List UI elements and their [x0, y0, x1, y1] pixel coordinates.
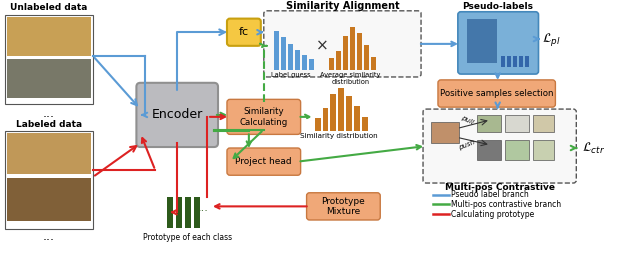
Text: Labeled data: Labeled data	[16, 120, 82, 129]
Bar	[5, 15, 93, 104]
Bar	[194, 197, 200, 228]
Bar	[167, 197, 173, 228]
Bar	[7, 178, 91, 221]
Bar	[477, 140, 500, 160]
Text: $\mathcal{L}_{pl}$: $\mathcal{L}_{pl}$	[543, 30, 561, 48]
Text: pull: pull	[460, 114, 474, 125]
FancyBboxPatch shape	[264, 11, 421, 77]
Bar	[185, 197, 191, 228]
FancyBboxPatch shape	[227, 148, 301, 175]
Bar	[281, 37, 285, 70]
Text: Prototype
Mixture: Prototype Mixture	[321, 197, 365, 216]
Bar	[355, 106, 360, 132]
Bar	[364, 45, 369, 70]
Bar	[330, 94, 337, 132]
Text: Multi-pos contrastive branch: Multi-pos contrastive branch	[451, 200, 561, 209]
Bar	[500, 56, 505, 67]
Bar	[308, 59, 314, 70]
Text: Project head: Project head	[236, 157, 292, 166]
Bar	[314, 118, 321, 132]
Bar	[330, 58, 335, 70]
Bar	[5, 132, 93, 229]
Text: Unlabeled data: Unlabeled data	[10, 3, 88, 12]
Bar	[7, 59, 91, 98]
FancyBboxPatch shape	[423, 109, 576, 183]
Bar	[339, 88, 344, 132]
Bar	[344, 36, 348, 70]
Bar	[477, 115, 500, 132]
Text: Similarity distribution: Similarity distribution	[300, 133, 377, 140]
FancyBboxPatch shape	[227, 19, 261, 46]
Bar	[176, 197, 182, 228]
Bar	[532, 140, 554, 160]
Text: Pseudo-labels: Pseudo-labels	[462, 2, 533, 11]
Bar	[294, 50, 300, 70]
Bar	[467, 19, 497, 63]
FancyBboxPatch shape	[227, 99, 301, 134]
Text: $\mathcal{L}_{ctr}$: $\mathcal{L}_{ctr}$	[582, 141, 605, 156]
Text: Calculating prototype: Calculating prototype	[451, 210, 534, 219]
Text: Positive samples selection: Positive samples selection	[440, 89, 554, 98]
FancyBboxPatch shape	[136, 83, 218, 147]
Bar	[507, 56, 511, 67]
Bar	[362, 117, 368, 132]
FancyBboxPatch shape	[458, 12, 538, 74]
Bar	[7, 17, 91, 56]
Bar	[518, 56, 523, 67]
Text: Multi-pos Contrastive: Multi-pos Contrastive	[445, 183, 555, 192]
Text: push: push	[458, 139, 476, 151]
Bar	[337, 51, 341, 70]
Text: Average similarity
distribution: Average similarity distribution	[320, 72, 381, 85]
Text: Label guess: Label guess	[271, 72, 310, 78]
Text: fc: fc	[239, 27, 249, 37]
Bar	[7, 133, 91, 174]
Bar	[323, 108, 328, 132]
Bar	[350, 27, 355, 70]
Text: Prototype of each class: Prototype of each class	[143, 233, 232, 242]
Text: ×: ×	[316, 38, 329, 53]
Text: ...: ...	[198, 203, 209, 213]
Bar	[274, 31, 279, 70]
FancyBboxPatch shape	[438, 80, 556, 107]
Bar	[505, 140, 529, 160]
Text: Encoder: Encoder	[152, 109, 203, 121]
Bar	[288, 44, 292, 70]
Text: Similarity Alignment: Similarity Alignment	[285, 1, 399, 11]
FancyBboxPatch shape	[307, 193, 380, 220]
Bar	[346, 97, 353, 132]
Bar	[301, 55, 307, 70]
Bar	[371, 57, 376, 70]
Text: Pseudo label branch: Pseudo label branch	[451, 190, 529, 199]
Bar	[532, 115, 554, 132]
Bar	[513, 56, 516, 67]
Bar	[505, 115, 529, 132]
Bar	[357, 33, 362, 70]
Bar	[525, 56, 529, 67]
Text: ...: ...	[43, 230, 55, 243]
Bar	[431, 122, 459, 143]
Text: Similarity
Calculating: Similarity Calculating	[239, 107, 288, 126]
Text: ...: ...	[43, 107, 55, 120]
